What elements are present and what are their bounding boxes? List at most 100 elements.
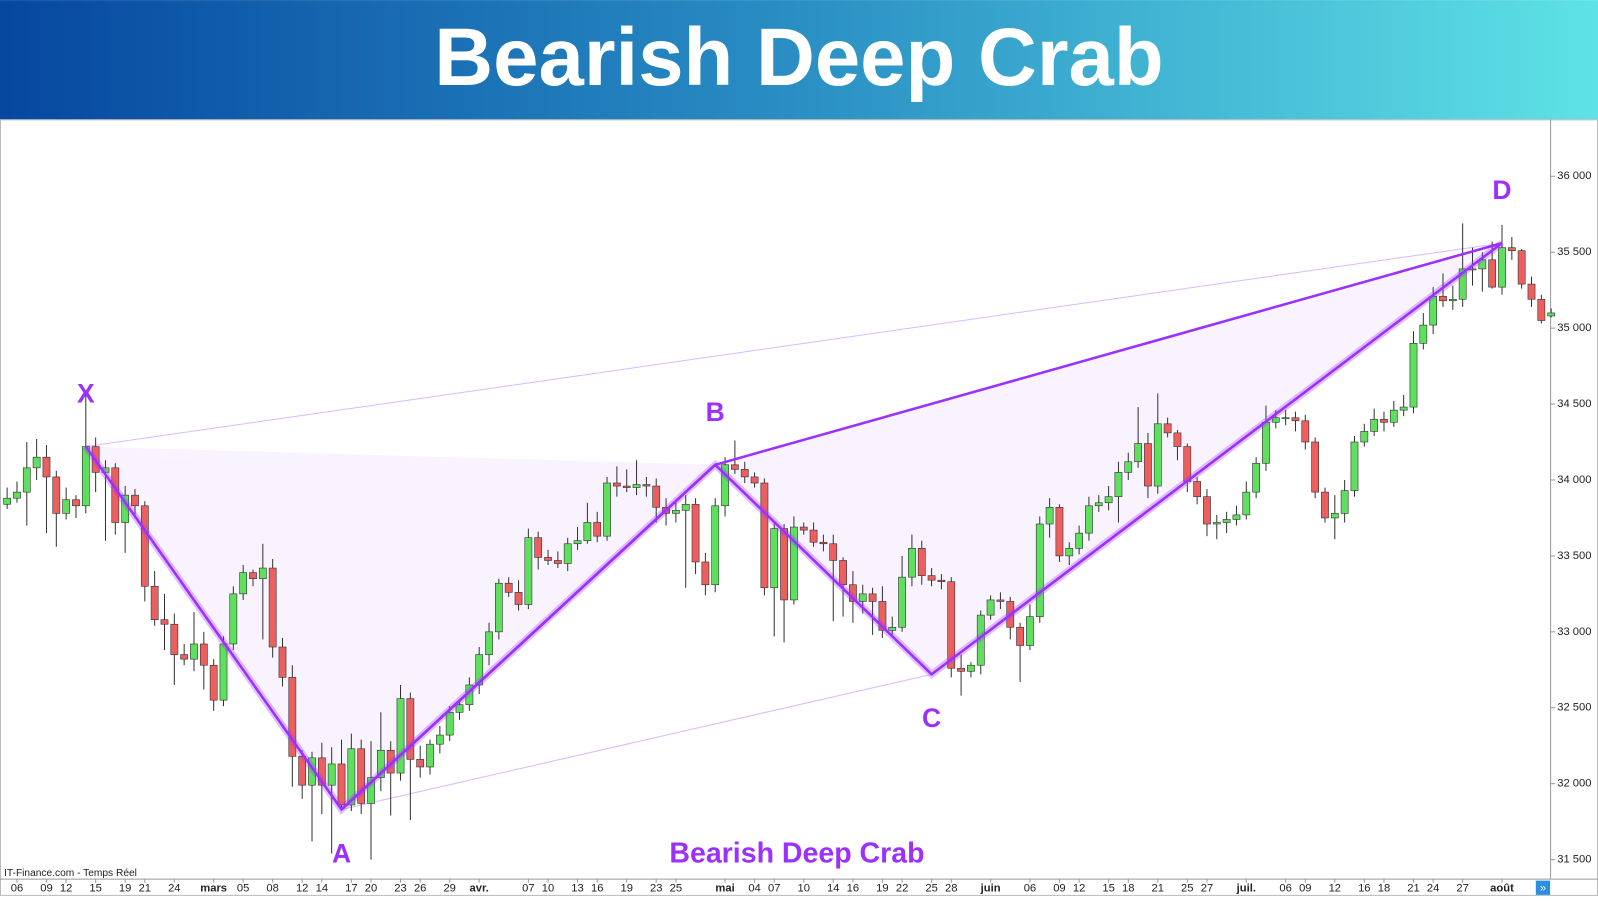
x-tick-label: 16 [1358, 883, 1370, 895]
point-label: A [332, 838, 351, 868]
x-tick-label: 14 [316, 883, 328, 895]
x-tick-label: 19 [119, 883, 131, 895]
x-tick-label: 14 [827, 883, 839, 895]
y-tick-label: 35 000 [1557, 322, 1591, 334]
candle-body [947, 581, 956, 669]
candle-body [1252, 462, 1261, 493]
candle-body [435, 734, 444, 745]
guide-line [85, 242, 1503, 448]
candle-body [504, 582, 513, 593]
candle-body [249, 572, 257, 579]
candle-body [908, 548, 916, 578]
candle-body [888, 626, 897, 631]
candle-body [150, 585, 159, 620]
pattern-line [340, 463, 717, 811]
candle-body [376, 749, 385, 778]
candle-body [416, 759, 425, 768]
candle-body [1045, 507, 1054, 525]
candle-body [603, 482, 611, 537]
candle-body [691, 503, 700, 563]
candle-body [3, 497, 12, 505]
candle-body [1409, 343, 1418, 408]
pattern-fill [85, 446, 716, 810]
candle-body [258, 567, 267, 579]
candle-body [1360, 431, 1369, 443]
candle-body [1104, 496, 1113, 504]
candle-body [1340, 490, 1349, 514]
candle-body [1065, 548, 1074, 557]
x-tick-label: 25 [925, 883, 937, 895]
candle-body [514, 592, 523, 605]
candle-body [554, 560, 562, 564]
y-tick-label: 32 000 [1557, 778, 1591, 790]
candle-body [1144, 443, 1152, 487]
candle-body [1075, 532, 1083, 549]
candle-body [937, 579, 946, 583]
candle-body [1085, 505, 1093, 534]
candle-body [485, 631, 493, 655]
x-tick-label: 09 [1053, 883, 1065, 895]
candle-body [1016, 626, 1024, 646]
y-tick-label: 34 000 [1557, 474, 1591, 486]
candle-body [1026, 616, 1034, 646]
candle-body [140, 505, 149, 587]
candle-body [750, 476, 759, 484]
x-tick-label: 05 [237, 883, 249, 895]
candle-body [1527, 283, 1536, 300]
candle-body [790, 526, 798, 601]
source: IT-Finance.com - Temps Réel [4, 868, 137, 879]
candle-body [858, 593, 867, 602]
x-tick-label: 28 [945, 883, 957, 895]
candle-body [642, 484, 651, 487]
y-tick-label: 32 500 [1557, 702, 1591, 714]
x-tick-label: 17 [345, 883, 357, 895]
candle-body [681, 503, 690, 511]
y-tick-label: 33 500 [1557, 550, 1591, 562]
x-tick-label: mai [715, 883, 734, 895]
candle-body [1094, 502, 1103, 507]
pattern-line [714, 241, 1503, 467]
candle-body [1330, 513, 1339, 519]
y-tick-label: 33 000 [1557, 626, 1591, 638]
x-tick-label: 13 [571, 883, 583, 895]
candle-body [1458, 268, 1467, 300]
candle-body [131, 494, 139, 507]
candle-body [1439, 295, 1447, 302]
candle-body [1212, 522, 1221, 525]
candle-body [986, 599, 995, 616]
candle-body [1163, 423, 1172, 434]
candle-body [524, 537, 533, 605]
candle-body [298, 756, 307, 786]
point-label: D [1492, 175, 1511, 205]
candle-body [760, 482, 769, 589]
candle-body [239, 572, 248, 595]
candle-body [868, 593, 877, 602]
scroll-button[interactable] [1535, 880, 1551, 895]
candle-body [573, 540, 582, 545]
guide-line [341, 673, 932, 810]
x-tick-label: 27 [1201, 883, 1213, 895]
x-tick-label: juil. [1236, 883, 1256, 895]
candle-body [1055, 507, 1064, 557]
x-tick-label: 24 [168, 883, 180, 895]
page-title: Bearish Deep Crab [434, 12, 1163, 103]
candle-body [819, 541, 828, 545]
x-tick-label: 08 [266, 883, 278, 895]
candle-body [967, 664, 975, 672]
candle-body [170, 623, 179, 655]
candle-body [1134, 443, 1142, 463]
candle-body [72, 499, 80, 507]
candle-body [1114, 472, 1123, 497]
candle-body [357, 748, 366, 804]
candle-body [42, 456, 51, 478]
x-tick-label: 10 [542, 883, 554, 895]
candle-body [672, 510, 680, 514]
candle-body [22, 467, 31, 493]
candle-body [347, 748, 356, 806]
candle-body [317, 757, 326, 786]
candle-body [1242, 491, 1251, 516]
candle-body [563, 543, 572, 564]
candle-body [337, 763, 346, 806]
candle-body [1271, 417, 1280, 423]
